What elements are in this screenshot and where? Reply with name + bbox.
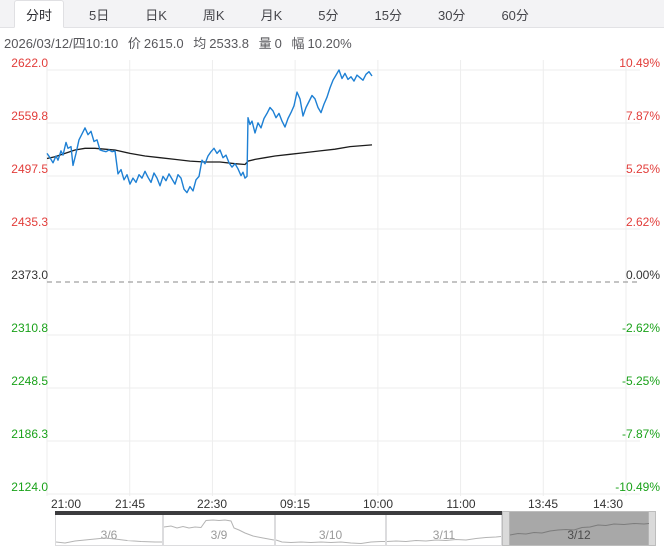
- x-axis-label: 10:00: [362, 497, 394, 511]
- price-value: 2615.0: [143, 36, 184, 51]
- tab-day-k[interactable]: 日K: [145, 7, 167, 23]
- y-axis-label-left: 2310.8: [11, 321, 48, 335]
- tab-60min[interactable]: 60分: [501, 7, 529, 23]
- volume-label: 量: [258, 36, 272, 51]
- y-axis-label-left: 2248.5: [11, 374, 48, 388]
- y-axis-label-right: 0.00%: [625, 268, 660, 282]
- y-axis-label-left: 2186.3: [11, 427, 48, 441]
- navigator-track-bar: [55, 511, 502, 515]
- y-axis-label-left: 2622.0: [11, 56, 48, 70]
- intraday-chart[interactable]: 2622.0 2559.8 2497.5 2435.3 2373.0 2310.8 2248…: [0, 51, 664, 511]
- y-axis-label-left: 2124.0: [11, 480, 48, 494]
- tab-30min[interactable]: 30分: [437, 7, 466, 23]
- y-axis-label-right: 5.25%: [625, 162, 660, 176]
- y-axis-label-right: 10.49%: [619, 56, 660, 70]
- tab-month-k[interactable]: 月K: [260, 7, 283, 23]
- navigator-handle-left[interactable]: [503, 512, 510, 545]
- navigator-date-label: 3/12: [567, 528, 591, 542]
- navigator-date-label: 3/10: [318, 528, 343, 542]
- navigator-date-label: 3/11: [432, 528, 456, 542]
- y-axis-label-right: -2.62%: [621, 321, 660, 335]
- volume-value: 0: [274, 36, 282, 51]
- tab-15min[interactable]: 15分: [374, 7, 402, 23]
- navigator-date-label: 3/9: [210, 528, 228, 542]
- average-value: 2533.8: [209, 36, 250, 51]
- x-axis-label: 14:30: [592, 497, 624, 511]
- x-axis-label: 22:30: [196, 497, 228, 511]
- y-axis-label-right: -5.25%: [621, 374, 660, 388]
- y-axis-label-left: 2559.8: [11, 109, 48, 123]
- tab-5day[interactable]: 5日: [89, 7, 110, 23]
- x-axis-label: 13:45: [527, 497, 559, 511]
- tab-week-k[interactable]: 周K: [202, 7, 225, 23]
- quote-datetime: 2026/03/12/四10:10: [4, 36, 119, 51]
- range-label: 幅: [291, 36, 305, 51]
- chart-plot[interactable]: [0, 51, 664, 511]
- x-axis-label: 21:45: [114, 497, 146, 511]
- date-range-navigator[interactable]: 3/6 3/9 3/10 3/11 3/12: [55, 511, 656, 546]
- tab-timeshare[interactable]: 分时: [14, 0, 65, 28]
- y-axis-label-left: 2373.0: [11, 268, 48, 282]
- chart-period-tabs: 分时 5日 日K 周K 月K 5分 15分 30分 60分: [0, 0, 664, 28]
- navigator-date-label: 3/6: [100, 528, 118, 542]
- range-value: 10.20%: [307, 36, 352, 51]
- x-axis-label: 21:00: [50, 497, 82, 511]
- y-axis-label-right: 2.62%: [625, 215, 660, 229]
- y-axis-label-right: -10.49%: [615, 480, 660, 494]
- y-axis-label-right: -7.87%: [621, 427, 660, 441]
- tab-5min[interactable]: 5分: [318, 7, 339, 23]
- y-axis-label-right: 7.87%: [625, 109, 660, 123]
- y-axis-label-left: 2497.5: [11, 162, 48, 176]
- price-line: [46, 69, 373, 194]
- x-axis-label: 09:15: [279, 497, 311, 511]
- x-axis-label: 11:00: [446, 497, 476, 511]
- price-label: 价: [127, 36, 141, 51]
- y-axis-label-left: 2435.3: [11, 215, 48, 229]
- average-label: 均: [193, 36, 207, 51]
